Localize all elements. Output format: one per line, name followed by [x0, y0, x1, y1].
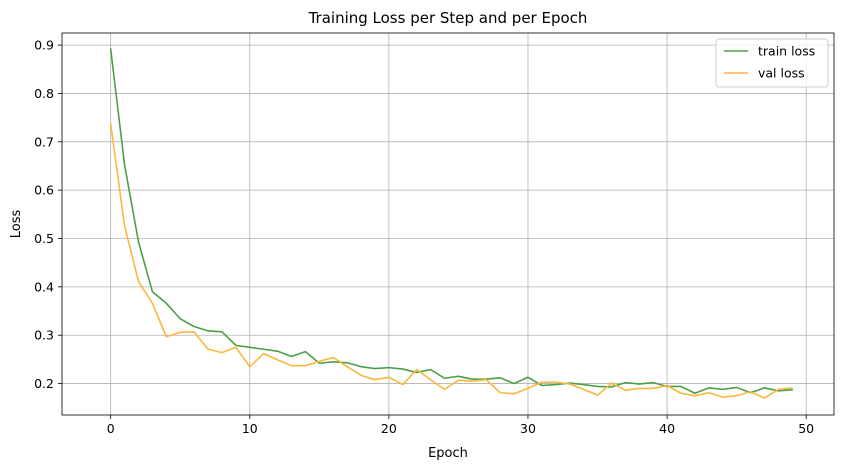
x-tick-label: 20 — [381, 421, 397, 436]
chart-title: Training Loss per Step and per Epoch — [308, 9, 588, 27]
y-tick-label: 0.5 — [34, 231, 54, 246]
y-tick-label: 0.4 — [34, 279, 54, 294]
x-tick-label: 50 — [798, 421, 814, 436]
series-lines — [109, 48, 794, 399]
y-axis-label: Loss — [9, 210, 24, 239]
legend: train loss val loss — [715, 38, 829, 88]
series-line-val-loss — [109, 123, 794, 399]
series-line-train-loss — [109, 48, 794, 395]
x-tick-label: 10 — [242, 421, 258, 436]
y-tick-label: 0.6 — [34, 183, 54, 198]
x-tick-label: 0 — [107, 421, 115, 436]
y-tick-label: 0.2 — [34, 376, 54, 391]
y-tick-label: 0.9 — [34, 38, 54, 53]
legend-label-train-loss: train loss — [758, 44, 815, 59]
x-axis-label: Epoch — [428, 446, 468, 461]
legend-label-val-loss: val loss — [758, 66, 805, 81]
y-tick-label: 0.7 — [34, 134, 54, 149]
x-tick-label: 40 — [659, 421, 675, 436]
y-tick-label: 0.8 — [34, 86, 54, 101]
axis-ticks: 0 10 20 30 40 50 0.2 0.3 0.4 0.5 0.6 0.7 0.8 0.9 — [34, 38, 814, 436]
x-tick-label: 30 — [520, 421, 536, 436]
y-tick-label: 0.3 — [34, 328, 54, 343]
grid — [62, 33, 834, 415]
plot-frame — [61, 32, 835, 416]
